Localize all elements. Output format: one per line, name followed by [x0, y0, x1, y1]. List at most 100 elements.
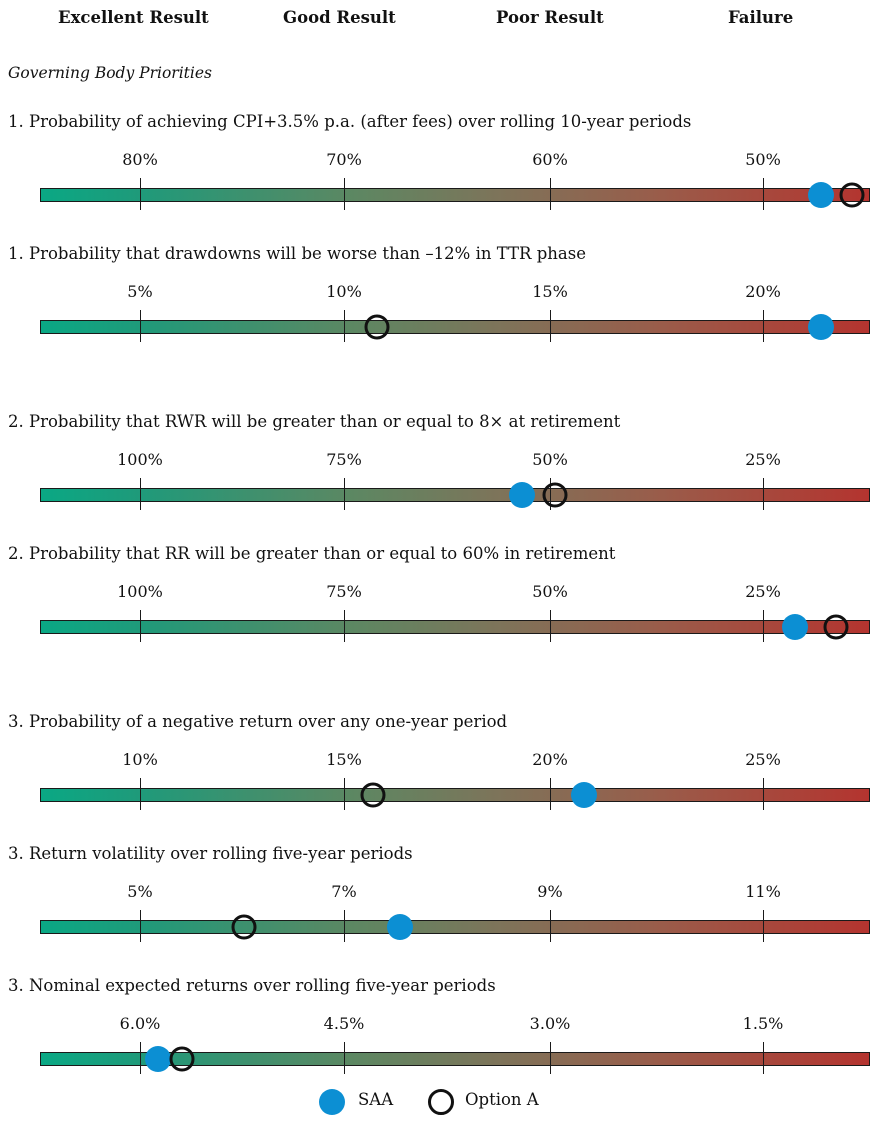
tick-label: 100%	[117, 582, 163, 601]
metric-title: 3. Return volatility over rolling five-y…	[8, 844, 413, 863]
tick-mark	[762, 310, 764, 342]
chart-legend: SAA Option A	[0, 1086, 876, 1126]
tick-mark	[343, 1042, 345, 1074]
saa-marker	[386, 914, 413, 940]
header-poor: Poor Result	[496, 8, 604, 27]
tick-label: 3.0%	[529, 1014, 571, 1033]
option-a-marker	[839, 182, 865, 208]
metric-title: 2. Probability that RR will be greater t…	[8, 544, 616, 563]
option-a-marker	[231, 914, 257, 940]
tick-mark	[343, 610, 345, 642]
tick-mark	[762, 478, 764, 510]
tick-label: 1.5%	[742, 1014, 784, 1033]
metric-title: 1. Probability of achieving CPI+3.5% p.a…	[8, 112, 692, 131]
tick-mark	[549, 1042, 551, 1074]
gradient-scale-bar	[40, 788, 870, 802]
option-a-marker	[169, 1046, 195, 1072]
gradient-scale-bar	[40, 188, 870, 202]
tick-mark	[762, 610, 764, 642]
option-a-marker	[823, 614, 849, 640]
metric-row: 3. Nominal expected returns over rolling…	[0, 976, 876, 1096]
option-a-marker	[360, 782, 386, 808]
tick-label: 15%	[326, 750, 362, 769]
gradient-scale-bar	[40, 488, 870, 502]
tick-mark	[139, 610, 141, 642]
tick-mark	[139, 178, 141, 210]
tick-label: 25%	[745, 750, 781, 769]
tick-label: 80%	[122, 150, 158, 169]
tick-label: 9%	[537, 882, 563, 901]
governing-body-subtitle: Governing Body Priorities	[8, 64, 212, 82]
tick-label: 100%	[117, 450, 163, 469]
metric-row: 3. Return volatility over rolling five-y…	[0, 844, 876, 964]
tick-label: 75%	[326, 582, 362, 601]
tick-label: 60%	[532, 150, 568, 169]
tick-label: 4.5%	[323, 1014, 365, 1033]
tick-mark	[343, 478, 345, 510]
tick-label: 5%	[127, 882, 153, 901]
tick-label: 6.0%	[119, 1014, 161, 1033]
tick-mark	[549, 478, 551, 510]
tick-mark	[549, 178, 551, 210]
option-a-legend-marker-icon	[428, 1089, 454, 1115]
saa-marker	[781, 614, 808, 640]
tick-label: 20%	[745, 282, 781, 301]
tick-label: 5%	[127, 282, 153, 301]
tick-mark	[139, 310, 141, 342]
gradient-scale-bar	[40, 1052, 870, 1066]
tick-mark	[343, 310, 345, 342]
tick-label: 10%	[122, 750, 158, 769]
tick-label: 70%	[326, 150, 362, 169]
legend-label-saa: SAA	[358, 1090, 394, 1109]
metric-title: 1. Probability that drawdowns will be wo…	[8, 244, 586, 263]
tick-mark	[139, 1042, 141, 1074]
gradient-scale-bar	[40, 920, 870, 934]
tick-mark	[762, 1042, 764, 1074]
tick-mark	[139, 478, 141, 510]
gradient-scale-bar	[40, 620, 870, 634]
tick-label: 20%	[532, 750, 568, 769]
metric-row: 2. Probability that RWR will be greater …	[0, 412, 876, 532]
tick-label: 50%	[532, 582, 568, 601]
metric-title: 3. Probability of a negative return over…	[8, 712, 508, 731]
tick-mark	[549, 910, 551, 942]
tick-mark	[343, 778, 345, 810]
gradient-scale-bar	[40, 320, 870, 334]
tick-mark	[762, 178, 764, 210]
tick-label: 10%	[326, 282, 362, 301]
metric-title: 2. Probability that RWR will be greater …	[8, 412, 621, 431]
tick-label: 50%	[745, 150, 781, 169]
saa-marker	[808, 182, 835, 208]
option-a-marker	[542, 482, 568, 508]
tick-label: 11%	[745, 882, 781, 901]
metric-row: 1. Probability of achieving CPI+3.5% p.a…	[0, 112, 876, 232]
tick-mark	[549, 310, 551, 342]
tick-label: 25%	[745, 450, 781, 469]
tick-mark	[139, 910, 141, 942]
tick-mark	[549, 610, 551, 642]
metric-row: 2. Probability that RR will be greater t…	[0, 544, 876, 664]
tick-label: 75%	[326, 450, 362, 469]
metric-row: 3. Probability of a negative return over…	[0, 712, 876, 832]
metric-row: 1. Probability that drawdowns will be wo…	[0, 244, 876, 364]
option-a-marker	[364, 314, 390, 340]
saa-marker	[144, 1046, 171, 1072]
saa-marker	[571, 782, 598, 808]
saa-marker	[808, 314, 835, 340]
legend-label-option-a: Option A	[465, 1090, 539, 1109]
tick-mark	[343, 178, 345, 210]
tick-mark	[762, 778, 764, 810]
saa-marker	[509, 482, 536, 508]
tick-mark	[762, 910, 764, 942]
tick-mark	[343, 910, 345, 942]
header-good: Good Result	[283, 8, 396, 27]
tick-mark	[139, 778, 141, 810]
saa-legend-marker-icon	[319, 1089, 345, 1115]
tick-mark	[549, 778, 551, 810]
header-failure: Failure	[728, 8, 794, 27]
tick-label: 25%	[745, 582, 781, 601]
header-excellent: Excellent Result	[58, 8, 209, 27]
tick-label: 7%	[331, 882, 357, 901]
metric-title: 3. Nominal expected returns over rolling…	[8, 976, 496, 995]
tick-label: 50%	[532, 450, 568, 469]
